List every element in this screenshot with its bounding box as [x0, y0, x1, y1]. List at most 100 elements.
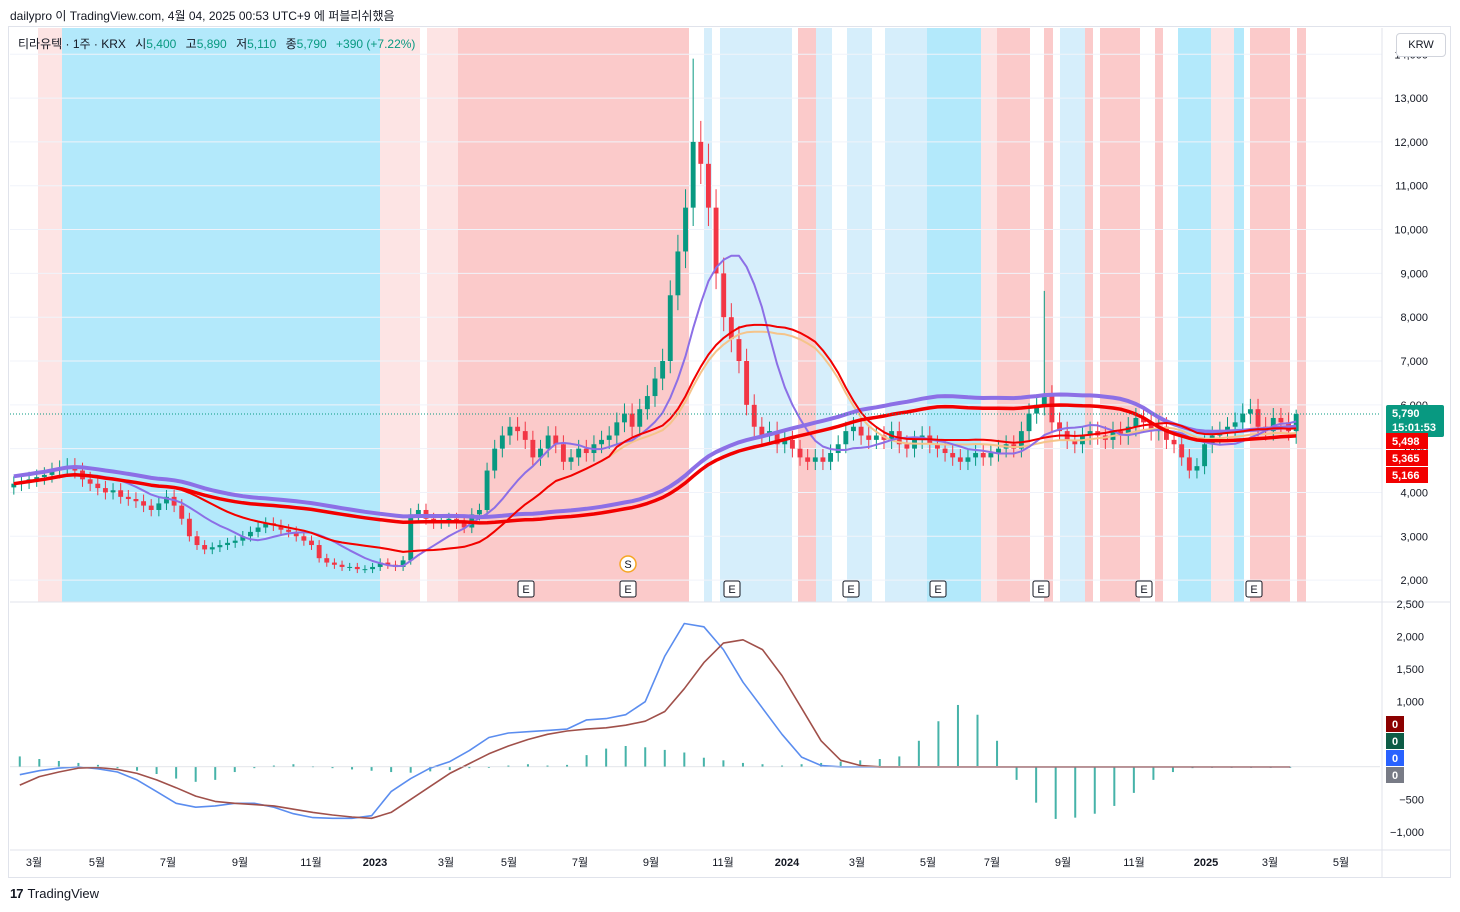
earnings-marker-icon: [929, 580, 947, 598]
macd-histogram-bar: [741, 762, 744, 767]
price-tick-label: 11,000: [1395, 181, 1428, 193]
background-bands: [38, 28, 1306, 602]
high-value: 5,890: [196, 37, 227, 51]
earnings-marker-icon: [517, 580, 535, 598]
candle-body: [1049, 396, 1055, 423]
macd-histogram-bar: [917, 740, 920, 767]
macd-histogram-bar: [272, 765, 275, 767]
candle-body: [721, 273, 727, 318]
regime-band: [720, 28, 792, 602]
candle-body: [1118, 431, 1124, 436]
candle-body: [515, 426, 521, 432]
footer-brand[interactable]: 17 TradingView: [10, 886, 99, 901]
currency-button[interactable]: KRW: [1396, 33, 1446, 57]
candle-body: [751, 404, 757, 427]
macd-histogram-bar: [96, 764, 99, 767]
macd-histogram-bar: [390, 766, 393, 773]
candle-body: [988, 453, 994, 458]
candle-body: [232, 540, 238, 543]
macd-histogram-bar: [800, 764, 803, 767]
candle-body: [331, 562, 337, 565]
macd-tick-label: 1,000: [1396, 697, 1424, 709]
ma-value-label: 5,498: [1392, 436, 1420, 448]
candle-body: [362, 569, 368, 571]
regime-band: [38, 28, 62, 602]
candle-body: [141, 501, 147, 506]
earnings-marker-label: E: [1250, 584, 1257, 596]
candle-body: [102, 488, 108, 493]
price-axis: 2,0003,0004,0005,0006,0007,0008,0009,000…: [1394, 49, 1428, 587]
candle-body: [744, 361, 750, 405]
ma-value-tag: [1386, 450, 1428, 466]
macd-histogram-bar: [116, 766, 119, 769]
candle-body: [400, 560, 406, 567]
macd-histogram-bar: [937, 721, 940, 767]
regime-band: [427, 28, 458, 602]
regime-band: [1044, 28, 1053, 602]
candle-body: [1202, 444, 1208, 467]
macd-histogram-bar: [566, 764, 569, 767]
candle-body: [1087, 431, 1093, 436]
candle-body: [576, 448, 582, 458]
candle-body: [1018, 431, 1024, 449]
candle-body: [415, 509, 421, 515]
macd-pane: [10, 622, 1380, 820]
earnings-marker-label: E: [728, 584, 735, 596]
candle-body: [522, 431, 528, 440]
close-value: 5,790: [296, 37, 327, 51]
price-tick-label: 8,000: [1400, 312, 1428, 324]
indicator-value-tag: [1386, 767, 1404, 783]
candle-body: [339, 564, 345, 567]
candle-body: [301, 536, 307, 541]
ma-red-line: [13, 403, 1297, 525]
macd-tick-label: 2,000: [1396, 632, 1424, 644]
earnings-marker-icon: [1245, 580, 1263, 598]
candle-body: [553, 435, 559, 445]
candle-body: [996, 448, 1001, 454]
change-value: +390 (+7.22%): [336, 37, 416, 51]
candle-body: [1148, 422, 1154, 432]
macd-histogram-bar: [233, 766, 236, 773]
candle-body: [1232, 422, 1238, 427]
candle-body: [324, 558, 330, 563]
earnings-marker-label: E: [847, 584, 854, 596]
candle-body: [713, 207, 719, 274]
macd-histogram-bar: [1113, 766, 1116, 806]
regime-band: [1100, 28, 1140, 602]
candle-body: [622, 413, 627, 423]
candle-body: [133, 499, 139, 502]
time-tick-label: 2024: [775, 857, 800, 869]
earnings-marker-label: E: [1037, 584, 1044, 596]
regime-band: [62, 28, 380, 602]
time-axis: 3월 5월 7월 9월 11월 2023 3월 5월 7월 9월 11월 2024 3월 5월 7월 9월 11…: [26, 856, 1349, 869]
macd-histogram-bar: [663, 749, 666, 767]
candle-body: [156, 503, 162, 510]
time-tick-label: 3월: [438, 856, 454, 869]
candle-body: [484, 470, 490, 510]
time-tick-label: 7월: [984, 856, 1000, 869]
ma-red-thin-line: [13, 323, 1297, 553]
candle-body: [1186, 457, 1192, 471]
candle-body: [1034, 404, 1040, 414]
candle-body: [1179, 444, 1185, 458]
ma-value-label: 5,365: [1392, 453, 1420, 465]
macd-tick-label: 1,500: [1396, 664, 1424, 676]
time-tick-label: 2025: [1194, 857, 1218, 869]
price-tags: 5,790 15:01:53 5,498 5,365 5,166 0 0 0 0: [1386, 405, 1444, 783]
time-tick-label: 9월: [1055, 856, 1071, 869]
candle-body: [950, 453, 956, 458]
candle-body: [225, 542, 230, 546]
macd-histogram-bar: [38, 759, 41, 767]
time-tick-label: 5월: [89, 856, 105, 869]
regime-band: [1211, 28, 1234, 602]
candle-body: [1247, 409, 1253, 414]
price-tick-label: 2,000: [1400, 575, 1428, 587]
candle-body: [408, 514, 414, 561]
macd-histogram-bar: [839, 761, 842, 767]
candle-body: [209, 547, 215, 550]
candle-body: [507, 426, 513, 436]
regime-band: [1085, 28, 1093, 602]
price-tick-label: 7,000: [1400, 356, 1428, 368]
regime-band: [1250, 28, 1290, 602]
